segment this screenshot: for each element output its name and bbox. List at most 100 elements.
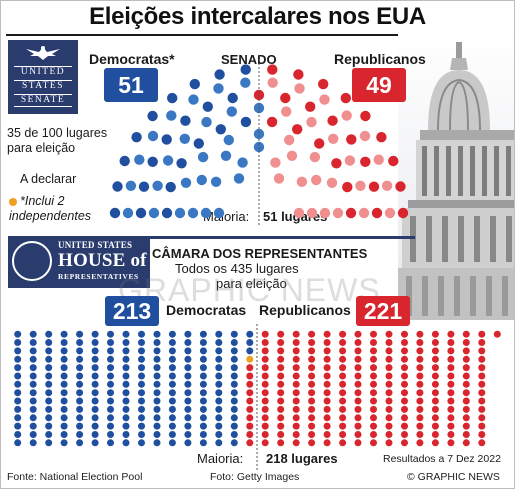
house-republican-seat: [385, 355, 393, 363]
house-republican-seat: [385, 397, 393, 405]
house-democrat-seat: [137, 422, 146, 430]
house-republican-seat: [369, 405, 378, 413]
senate-democrat-seat: [253, 128, 265, 140]
senate-democrat-seat: [179, 133, 190, 144]
house-republican-seat: [339, 355, 347, 363]
house-republican-seat: [261, 389, 269, 397]
house-democrat-seat: [45, 397, 53, 405]
house-democrat-seat: [106, 422, 115, 430]
house-democrat-seat: [215, 430, 223, 439]
house-republican-seat: [478, 422, 486, 430]
house-republican-seat: [431, 439, 439, 447]
house-republican-seat: [447, 439, 455, 447]
senate-democrat-seat: [201, 116, 212, 128]
house-republican-seat: [462, 330, 470, 338]
house-democrat-seat: [106, 405, 115, 413]
house-democrat-seat: [168, 389, 176, 397]
senate-republican-seat: [360, 110, 371, 122]
senate-democrat-seat: [187, 207, 199, 219]
house-republican-seat: [478, 364, 486, 372]
senate-footnote-line-1: *Inclui 2: [20, 194, 65, 208]
house-republican-seat: [354, 355, 362, 363]
house-republican-seat: [354, 430, 362, 439]
house-republican-seat: [400, 355, 409, 363]
house-republican-seat: [431, 414, 439, 422]
house-democrat-seat: [199, 364, 207, 372]
senate-republican-seat: [341, 110, 352, 121]
house-democrat-seat: [45, 372, 53, 380]
house-republican-seat: [478, 380, 486, 388]
house-democrat-seat: [76, 439, 84, 447]
house-democrat-seat: [45, 405, 53, 413]
house-democrat-seat: [106, 380, 115, 388]
house-republican-seat: [400, 430, 409, 439]
house-democrat-seat: [60, 372, 68, 380]
house-democrats-seats: 213: [105, 296, 159, 326]
house-republican-seat: [400, 389, 409, 397]
senate-republican-seat: [331, 158, 342, 169]
house-republican-seat: [339, 347, 347, 355]
house-republican-seat: [416, 338, 424, 347]
house-republican-seat: [431, 422, 439, 430]
house-democrat-seat: [76, 330, 84, 338]
senate-republican-seat: [355, 180, 366, 191]
house-democrat-seat: [246, 338, 254, 347]
house-republican-seat: [462, 439, 470, 447]
house-republican-seat: [308, 405, 316, 413]
senate-democrat-seat: [202, 101, 213, 112]
senate-democrat-seat: [210, 176, 222, 187]
house-republican-seat: [416, 347, 424, 355]
house-republican-seat: [308, 355, 316, 363]
senate-republican-seat: [270, 157, 281, 168]
house-republican-seat: [323, 355, 331, 363]
house-democrat-seat: [122, 389, 130, 397]
house-republican-seat: [431, 355, 439, 363]
house-republican-seat: [416, 414, 424, 422]
senate-democrat-seat: [193, 138, 204, 149]
house-democrat-seat: [153, 422, 161, 430]
senate-republican-seat: [358, 207, 370, 219]
senate-democrat-seat: [213, 83, 224, 94]
senate-republican-seat: [306, 207, 318, 219]
house-democrat-seat: [184, 439, 192, 447]
house-republican-seat: [277, 414, 285, 422]
house-republican-seat: [385, 330, 393, 338]
house-democrat-seat: [246, 347, 254, 355]
house-democrat-seat: [45, 364, 53, 372]
house-republican-seat: [462, 430, 470, 439]
house-republican-seat: [385, 405, 393, 413]
house-republican-seat: [261, 347, 269, 355]
house-republican-seat: [478, 397, 486, 405]
house-democrat-seat: [45, 338, 53, 347]
house-republican-seat: [478, 330, 486, 338]
house-republican-seat: [261, 338, 269, 347]
house-democrat-seat: [122, 380, 130, 388]
house-democrat-seat: [137, 430, 146, 439]
house-republican-seat: [493, 330, 501, 338]
house-democrat-seat: [122, 330, 130, 338]
house-democrat-seat: [184, 330, 192, 338]
house-republican-seat: [385, 439, 393, 447]
house-democrat-seat: [60, 422, 68, 430]
house-republican-seat: [462, 389, 470, 397]
house-democrat-seat: [153, 397, 161, 405]
house-republican-seat: [292, 405, 300, 413]
house-democrat-seat: [106, 338, 115, 347]
house-republican-seat: [292, 372, 300, 380]
house-republican-seat: [447, 414, 455, 422]
house-republican-seat: [431, 405, 439, 413]
senate-democrat-seat: [147, 156, 158, 167]
house-democrat-seat: [45, 380, 53, 388]
senate-republican-seat: [314, 138, 325, 149]
house-republican-seat: [292, 422, 300, 430]
senate-democrat-seat: [214, 69, 225, 80]
house-republican-seat: [385, 430, 393, 439]
house-republican-seat: [277, 355, 285, 363]
house-republican-seat: [478, 430, 486, 439]
house-democrat-seat: [215, 330, 223, 338]
house-republican-seat: [431, 347, 439, 355]
house-democrat-seat: [199, 372, 207, 380]
house-republicans-name: Republicanos: [259, 302, 351, 318]
house-democrat-seat: [153, 347, 161, 355]
house-majority-label: Maioria:: [197, 451, 244, 466]
